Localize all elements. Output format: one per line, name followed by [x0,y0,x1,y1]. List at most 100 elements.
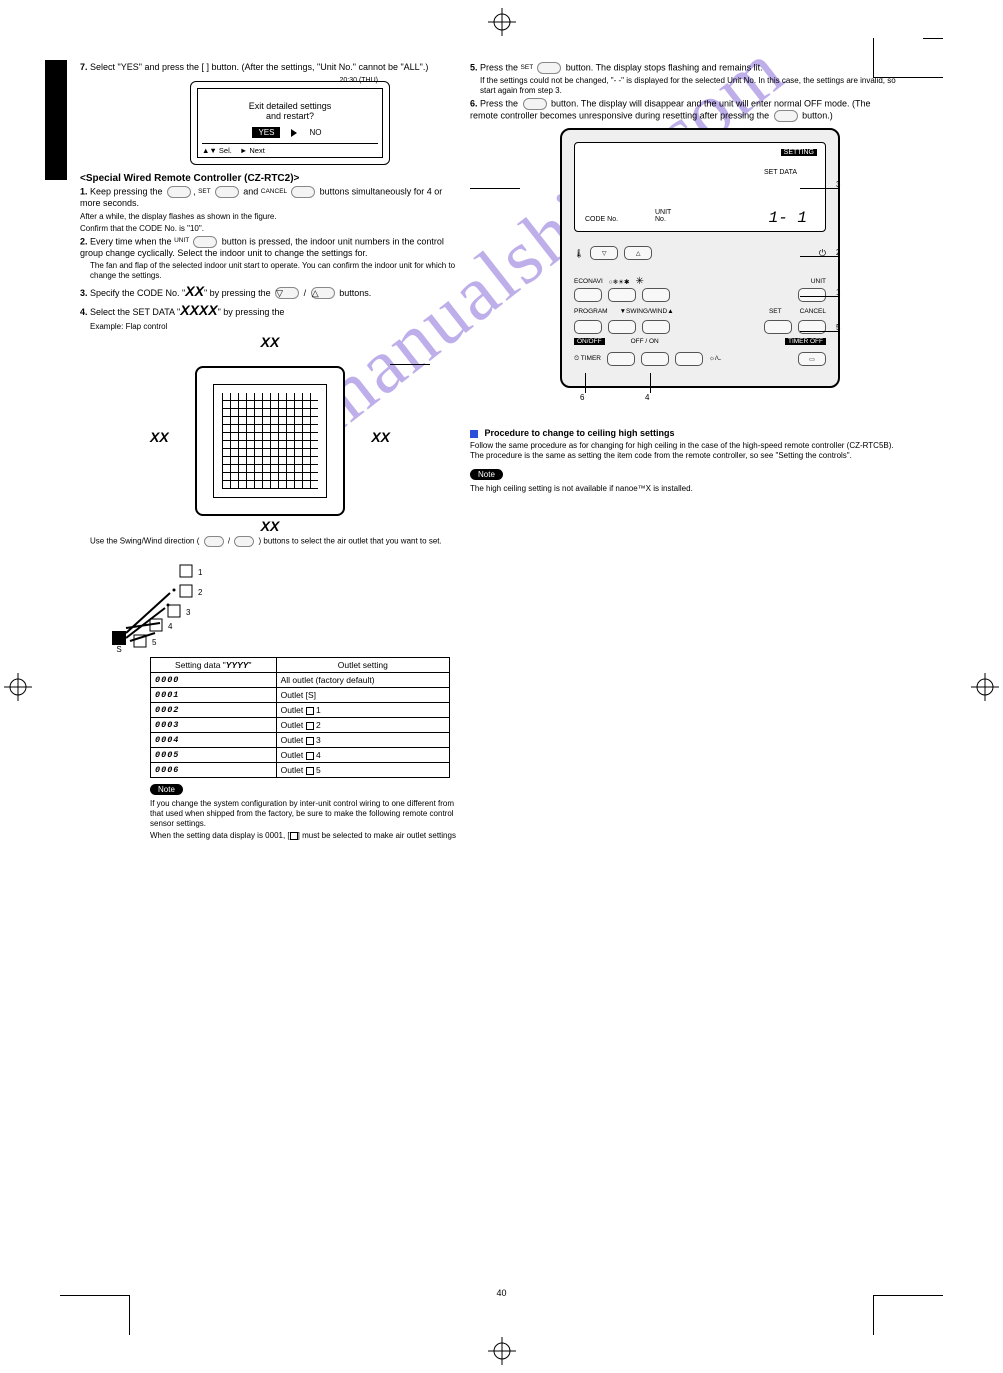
fan-button[interactable] [642,288,670,302]
econavi-label: ECONAVI [574,278,603,285]
note-pill-right: Note [470,469,503,480]
tbl-hdr-left: Setting data "YYYY" [175,660,251,670]
ceiling-unit-diagram [195,366,345,516]
svg-text:4: 4 [168,622,173,631]
swing-label: ▼SWING/WIND▲ [620,308,674,315]
crop-mark-bl [60,1295,130,1335]
swing-up-button [234,536,254,547]
temp-up-button[interactable]: △ [624,246,652,260]
lcd-foot-next: ► Next [240,146,265,155]
down-button-icon: ▽ [275,287,299,299]
table-row: 0004Outlet 3 [151,732,450,747]
xx-right: XX [371,429,390,445]
step5-sub: If the settings could not be changed, "-… [480,76,900,96]
lcd-code-label: CODE No. [585,216,618,223]
lcd-line2: and restart? [202,111,378,121]
step2-sub: The fan and flap of the selected indoor … [90,261,460,281]
unit-button-icon [193,236,217,248]
swing-down-button [204,536,224,547]
table-row: 0001Outlet [S] [151,687,450,702]
step7-text: 7. Select "YES" and press the [ ] button… [80,62,460,73]
temp-down-button[interactable]: ▽ [590,246,618,260]
registration-mark-right [971,673,999,701]
crop-mark-br [873,1295,943,1335]
svg-text:2: 2 [198,588,203,597]
lcd-seg-display: 1- 1 [769,209,807,227]
proc-heading: Procedure to change to ceiling high sett… [470,428,900,439]
table-row: 0003Outlet 2 [151,717,450,732]
note-line-1: If you change the system configuration b… [150,799,460,829]
mode-button[interactable] [608,288,636,302]
note-line-2: When the setting data display is 0001, [… [150,831,460,841]
leader-6 [470,188,520,189]
yes-button[interactable]: YES [252,127,280,138]
step5-text: 5. Press the SET button. The display sto… [470,62,900,74]
step1-text: 1. Keep pressing the , SET and CANCEL bu… [80,186,460,209]
up-button-icon: △ [311,287,335,299]
xx-bottom: XX [261,518,280,534]
step4-example: Example: Flap control [90,322,460,332]
step1-sub-b: Confirm that the CODE No. is "10". [80,224,460,234]
section-tab [45,60,67,180]
page-number: 40 [0,1288,1003,1298]
lcd-setting-tag: SETTING [781,149,817,156]
return-button-icon [167,186,191,198]
step6-text: 6. Press the button. The display will di… [470,98,900,122]
timeroff-label: TIMER OFF [785,338,826,345]
return-button-icon [774,110,798,122]
xx-top: XX [261,334,280,350]
fan-icon: ✳ [635,276,643,287]
note-text-right: The high ceiling setting is not availabl… [470,484,900,494]
onoff-label: ON/OFF [574,338,605,345]
registration-mark-bottom [488,1337,516,1365]
econavi-button[interactable] [574,288,602,302]
bullet-icon [470,430,478,438]
timer-on-button[interactable] [675,352,703,366]
program-button[interactable] [574,320,602,334]
set-button[interactable] [764,320,792,334]
lcd-dialog: 20:30 (THU) Exit detailed settings and r… [190,81,390,165]
swing-up-button[interactable] [642,320,670,334]
step3-text: 3. Specify the CODE No. "XX" by pressing… [80,283,460,301]
sensor-diagram: S 1 2 3 4 5 [110,553,230,653]
step1-sub-a: After a while, the display flashes as sh… [80,212,460,222]
svg-text:S: S [116,645,121,653]
lcd-line1: Exit detailed settings [202,101,378,111]
program-label: PROGRAM [574,308,608,315]
set-button-icon [215,186,239,198]
lcd-unitno-label: UNITNo. [655,209,671,223]
table-row: 0002Outlet 1 [151,702,450,717]
svg-text:1: 1 [198,568,203,577]
lcd-clock: 20:30 (THU) [339,77,378,84]
set-label: SET [769,308,782,315]
outlet-table: Setting data "YYYY" Outlet setting 0000A… [150,657,450,778]
registration-mark-top [488,8,516,36]
special-heading: <Special Wired Remote Controller (CZ-RTC… [80,173,460,184]
step4-text: 4. 4. Select the SET DATA "XXXX" by pres… [80,302,460,320]
unit-button[interactable] [798,288,826,302]
svg-text:3: 3 [186,608,191,617]
table-row: 0005Outlet 4 [151,747,450,762]
set-button-icon [537,62,561,74]
table-row: 0006Outlet 5 [151,762,450,777]
lcd-setdata-tag: SET DATA [764,169,797,176]
timer-off-button[interactable] [641,352,669,366]
no-button[interactable]: NO [304,127,328,138]
return-button-icon [523,98,547,110]
registration-mark-left [4,673,32,701]
cancel-label: CANCEL [800,308,826,315]
proc-text: Follow the same procedure as for changin… [470,441,900,461]
cancel-button-icon [291,186,315,198]
step2-text: 2. Every time when the UNIT button is pr… [80,236,460,259]
vent-button[interactable]: ▭ [798,352,826,366]
lcd-foot-sel: ▲▼ Sel. [202,146,232,155]
leader-line [390,364,430,365]
xx-left: XX [150,429,169,445]
return-button[interactable] [607,352,635,366]
remote-controller-diagram: SETTING SET DATA CODE No. UNITNo. 1- 1 🌡… [560,128,840,388]
note-pill: Note [150,784,183,795]
svg-text:5: 5 [152,638,157,647]
swing-down-button[interactable] [608,320,636,334]
arrow-right-icon [291,129,297,137]
table-row: 0000All outlet (factory default) [151,672,450,687]
